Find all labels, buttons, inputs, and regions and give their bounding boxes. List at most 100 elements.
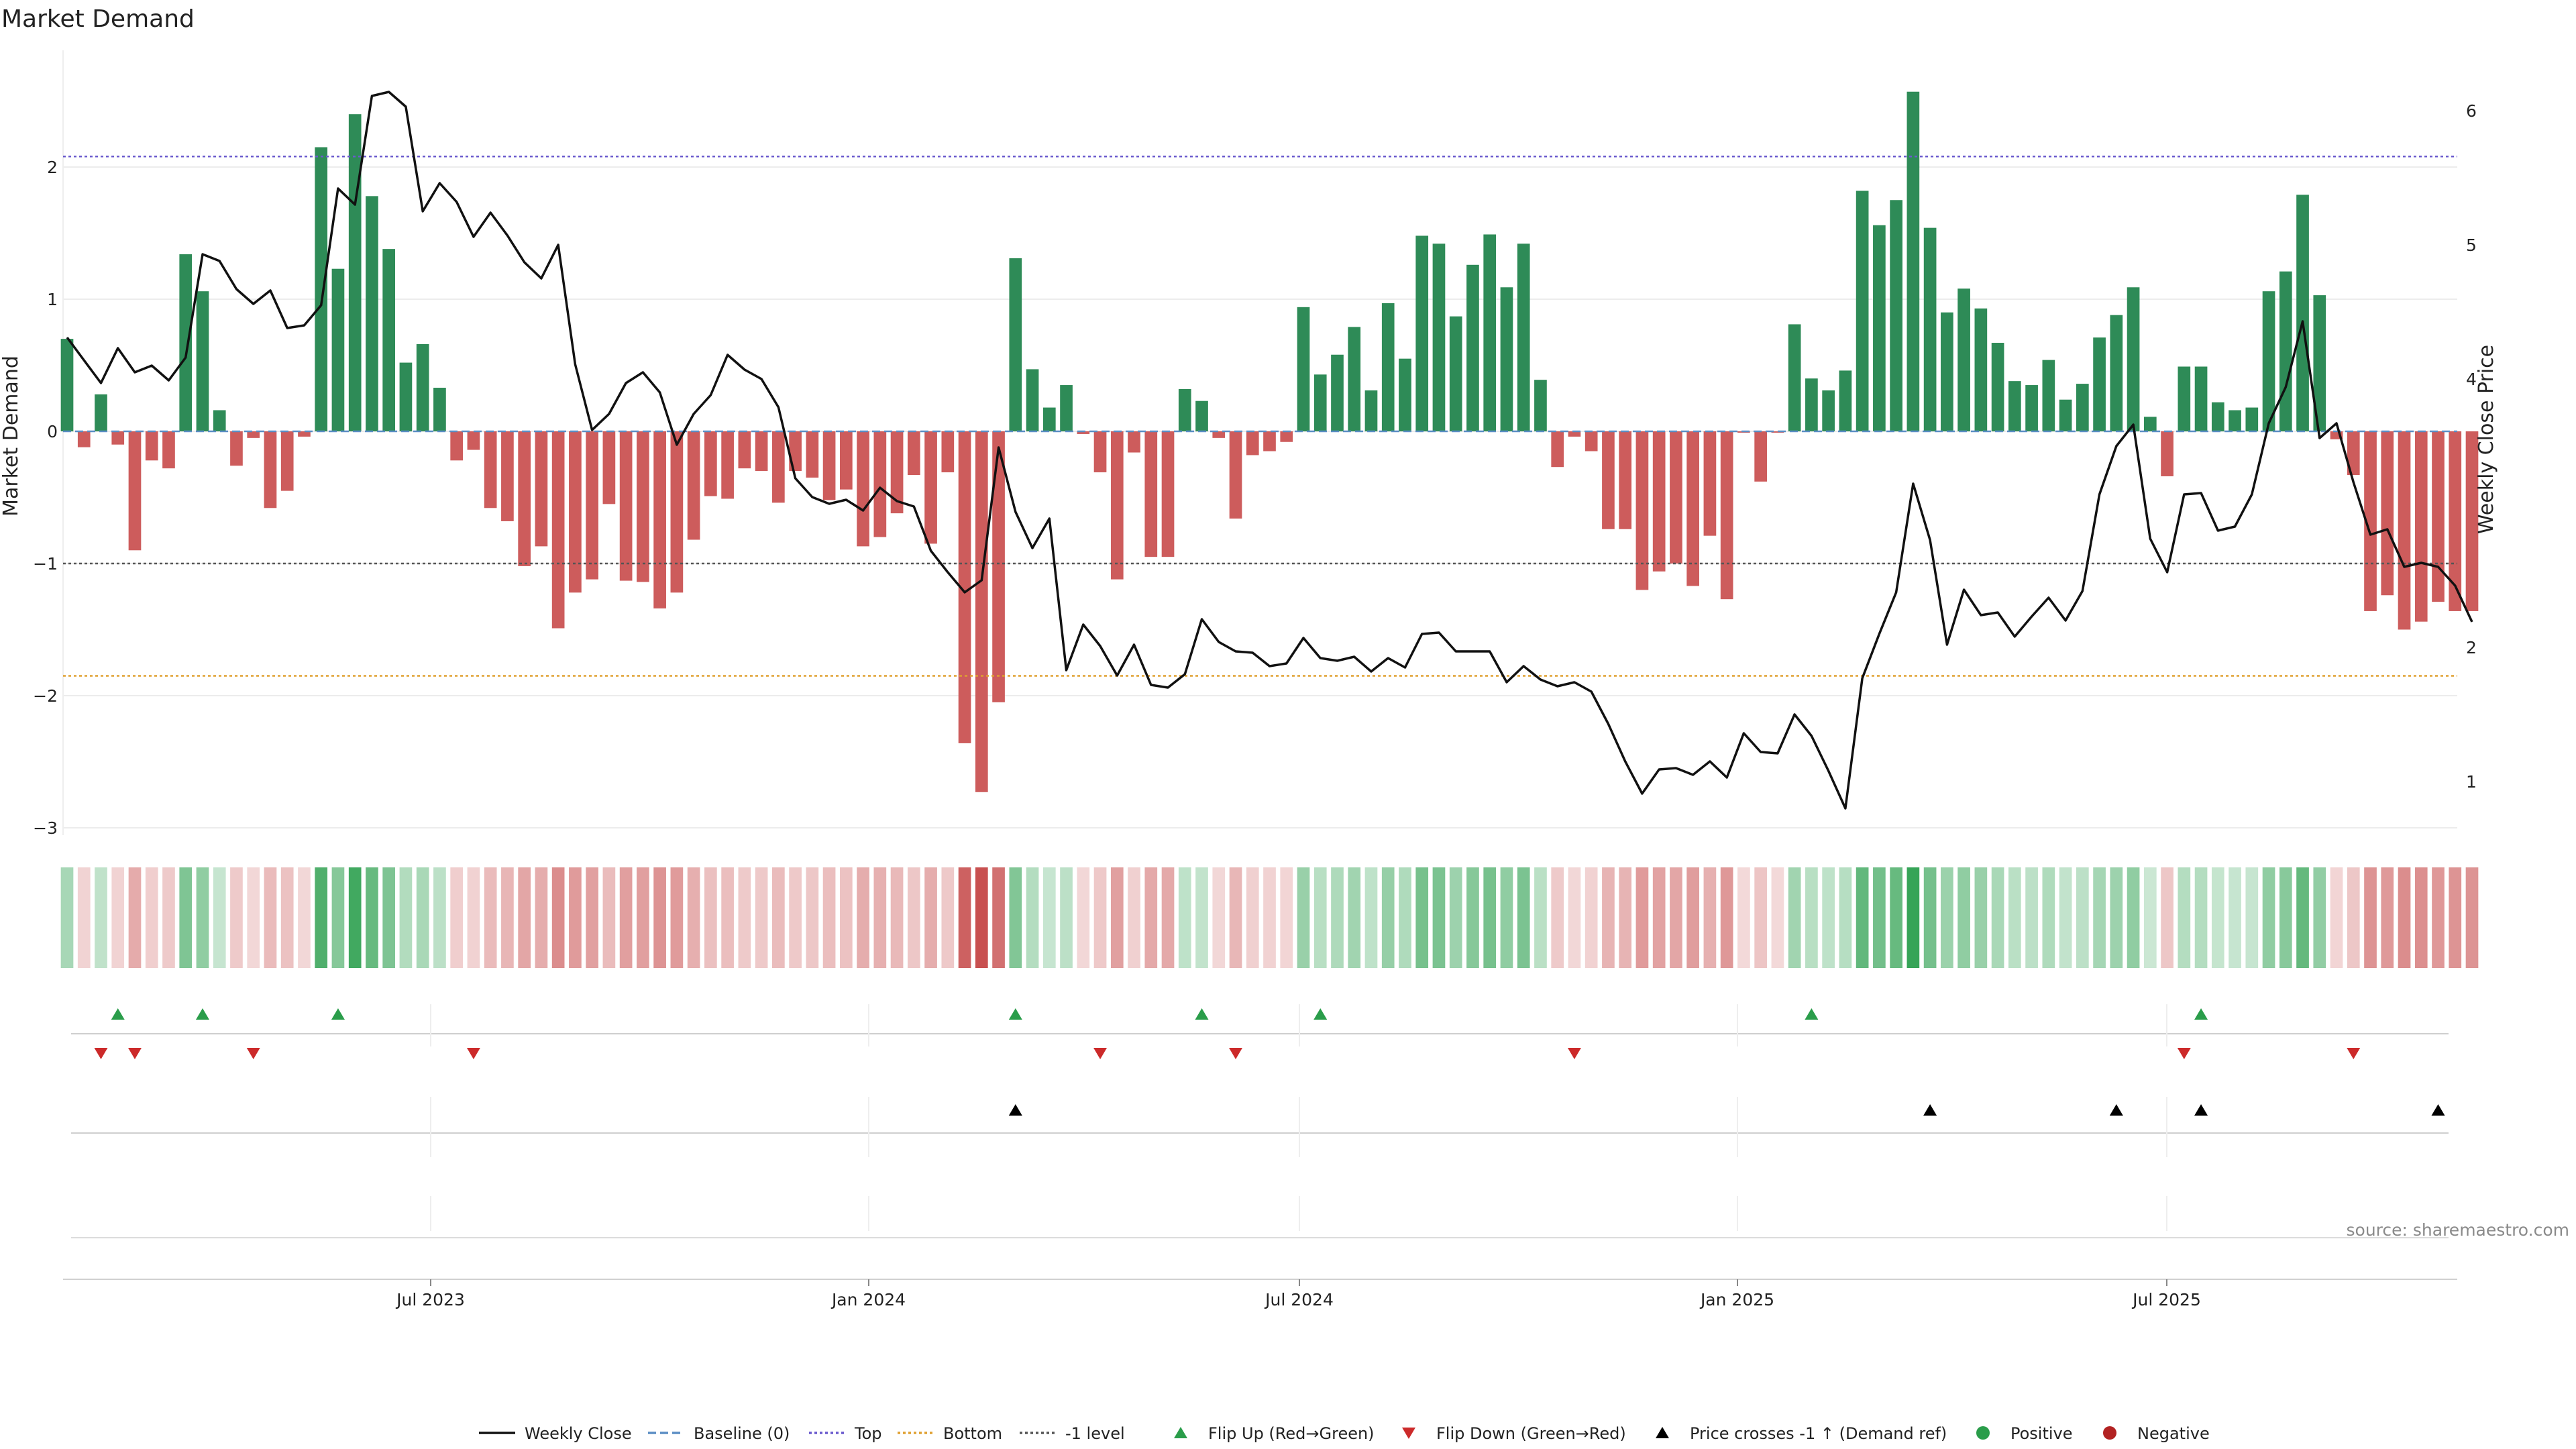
heat-cell xyxy=(1280,867,1293,968)
heat-cell xyxy=(2465,867,2479,968)
demand-bar xyxy=(772,431,785,503)
demand-bar xyxy=(1246,431,1259,455)
demand-bar xyxy=(1229,431,1242,519)
heat-cell xyxy=(1128,867,1140,968)
flip-down-marker xyxy=(94,1048,108,1059)
heat-cell xyxy=(2178,867,2191,968)
demand-bar xyxy=(145,431,158,461)
heat-cell xyxy=(1720,867,1733,968)
demand-bar xyxy=(1534,380,1547,431)
demand-bar xyxy=(1619,431,1632,529)
heat-cell xyxy=(2330,867,2343,968)
demand-bar xyxy=(2279,271,2292,431)
heat-cell xyxy=(2025,867,2038,968)
demand-bar xyxy=(1077,431,1090,434)
legend-label: Negative xyxy=(2137,1424,2210,1443)
demand-bar xyxy=(2465,431,2479,611)
heat-cell xyxy=(1873,867,1886,968)
y-axis-label: Market Demand xyxy=(0,356,23,517)
legend-label: -1 level xyxy=(1065,1424,1125,1443)
heat-cell xyxy=(247,867,260,968)
demand-bar xyxy=(450,431,464,461)
heat-cell xyxy=(264,867,277,968)
heat-cell xyxy=(1737,867,1750,968)
y2-tick-label: 5 xyxy=(2466,235,2477,255)
demand-bar xyxy=(2127,287,2140,431)
heat-cell xyxy=(1313,867,1327,968)
demand-bar xyxy=(1652,431,1666,572)
demand-bar xyxy=(569,431,582,593)
demand-bar xyxy=(637,431,649,582)
legend-label: Positive xyxy=(2010,1424,2073,1443)
demand-bar xyxy=(1178,388,1191,431)
heat-cell xyxy=(1974,867,1988,968)
demand-bar xyxy=(1822,390,1835,431)
demand-bar xyxy=(2347,431,2360,476)
demand-bar xyxy=(941,431,955,473)
demand-bar xyxy=(2143,417,2157,431)
flip-down-marker xyxy=(127,1048,142,1059)
heat-cell xyxy=(2229,867,2241,968)
heat-cell xyxy=(1348,867,1361,968)
heat-cell xyxy=(95,867,107,968)
demand-bar xyxy=(958,431,971,743)
demand-bar xyxy=(213,410,226,431)
heat-cell xyxy=(2414,867,2428,968)
heat-cell xyxy=(1585,867,1598,968)
demand-bar xyxy=(721,431,734,499)
heat-cell xyxy=(1381,867,1395,968)
flip-down-marker xyxy=(2347,1048,2361,1059)
heat-cell xyxy=(602,867,616,968)
heat-cell xyxy=(1110,867,1124,968)
flip-down-marker xyxy=(1567,1048,1581,1059)
heat-cell xyxy=(857,867,869,968)
heat-cell xyxy=(2076,867,2089,968)
demand-bar xyxy=(1026,369,1039,431)
demand-bar xyxy=(77,431,91,447)
heat-cell xyxy=(873,867,887,968)
y-tick-label: −2 xyxy=(33,686,58,706)
demand-bar xyxy=(1670,431,1682,564)
demand-bar xyxy=(416,343,429,431)
demand-bar xyxy=(551,431,565,629)
demand-bar xyxy=(179,254,193,431)
legend-swatch xyxy=(1656,1427,1669,1438)
demand-bar xyxy=(348,114,362,431)
demand-bar xyxy=(1941,312,1953,431)
x-tick-label: Jan 2025 xyxy=(1699,1290,1774,1309)
demand-bar xyxy=(755,431,768,472)
heat-cell xyxy=(2093,867,2106,968)
heat-cell xyxy=(992,867,1005,968)
demand-bar xyxy=(1144,431,1158,557)
flip-up-marker xyxy=(1008,1008,1022,1020)
demand-bar xyxy=(2229,410,2241,431)
demand-bar xyxy=(738,431,751,469)
heat-cell xyxy=(399,867,413,968)
demand-bar xyxy=(2008,381,2021,431)
heat-cell xyxy=(77,867,91,968)
heat-cell xyxy=(2398,867,2411,968)
flip-up-marker xyxy=(1313,1008,1328,1020)
heat-cell xyxy=(772,867,785,968)
heat-cell xyxy=(1212,867,1226,968)
heat-cell xyxy=(1009,867,1022,968)
heat-cell xyxy=(806,867,819,968)
heat-cell xyxy=(1415,867,1429,968)
demand-bar xyxy=(1585,431,1598,451)
heat-cell xyxy=(2161,867,2174,968)
demand-bar xyxy=(433,387,446,431)
heat-cell xyxy=(2313,867,2326,968)
heat-cell xyxy=(2042,867,2055,968)
heat-cell xyxy=(1652,867,1666,968)
demand-bar xyxy=(1348,327,1361,431)
heat-cell xyxy=(1788,867,1801,968)
heat-cell xyxy=(2262,867,2275,968)
demand-bar xyxy=(2025,385,2038,431)
demand-bar xyxy=(1212,431,1226,438)
demand-bar xyxy=(95,394,107,431)
heat-cell xyxy=(1822,867,1835,968)
heat-cell xyxy=(382,867,396,968)
demand-bar xyxy=(1602,431,1615,529)
demand-bar xyxy=(2414,431,2428,622)
demand-bar xyxy=(1280,431,1293,442)
